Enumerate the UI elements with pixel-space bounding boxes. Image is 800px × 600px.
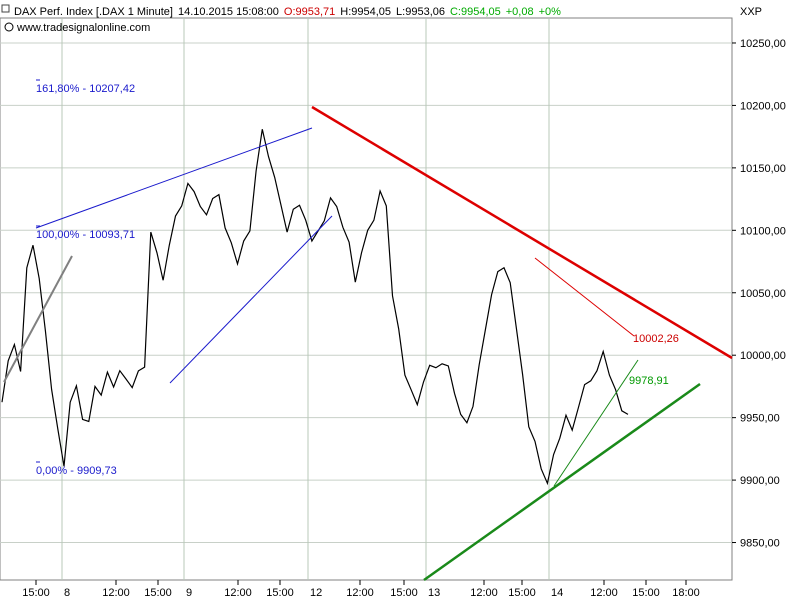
header-field: L:9953,06 xyxy=(396,6,445,18)
price-annotation-red: 10002,26 xyxy=(633,333,679,345)
y-tick-label: 10200,00 xyxy=(740,100,786,112)
x-time-label: 15:00 xyxy=(266,587,294,599)
red-trendline-major[interactable] xyxy=(311,105,733,360)
axis-tag: XXP xyxy=(740,6,762,18)
x-day-label: 14 xyxy=(551,587,563,599)
header-field: +0% xyxy=(539,6,562,18)
y-tick-label: 10100,00 xyxy=(740,225,786,237)
green-trendline-minor[interactable] xyxy=(553,359,639,487)
fib-level-label: 161,80% - 10207,42 xyxy=(36,83,135,95)
x-time-label: 15:00 xyxy=(508,587,536,599)
header-field: 14.10.2015 15:08:00 xyxy=(178,6,279,18)
fib-level-label: 100,00% - 10093,71 xyxy=(36,229,135,241)
plot-frame xyxy=(0,17,733,581)
header-field: +0,08 xyxy=(506,6,534,18)
x-time-label: 12:00 xyxy=(102,587,130,599)
x-time-label: 15:00 xyxy=(22,587,50,599)
x-day-label: 8 xyxy=(64,587,70,599)
x-time-label: 18:00 xyxy=(672,587,700,599)
y-tick-label: 10150,00 xyxy=(740,163,786,175)
header-field: H:9954,05 xyxy=(340,6,391,18)
y-tick-label: 10000,00 xyxy=(740,350,786,362)
y-tick-label: 10250,00 xyxy=(740,38,786,50)
price-series-line[interactable] xyxy=(1,129,629,486)
x-time-label: 12:00 xyxy=(470,587,498,599)
price-annotation-green: 9978,91 xyxy=(629,375,669,387)
y-tick-label: 9900,00 xyxy=(740,475,780,487)
x-time-label: 12:00 xyxy=(590,587,618,599)
red-trendline-minor[interactable] xyxy=(534,257,635,337)
window-menu-icon[interactable] xyxy=(1,4,10,13)
blue-trendline-lower[interactable] xyxy=(169,215,333,384)
y-tick-label: 9850,00 xyxy=(740,538,780,550)
x-time-label: 15:00 xyxy=(632,587,660,599)
header-field: DAX Perf. Index [.DAX 1 Minute] xyxy=(14,6,173,18)
x-time-label: 12:00 xyxy=(346,587,374,599)
grey-trendline[interactable] xyxy=(3,255,73,383)
x-day-label: 13 xyxy=(428,587,440,599)
header-field: C:9954,05 xyxy=(450,6,501,18)
watermark: www.tradesignalonline.com xyxy=(16,22,150,34)
x-day-label: 12 xyxy=(310,587,322,599)
x-time-label: 15:00 xyxy=(144,587,172,599)
y-tick-label: 10050,00 xyxy=(740,288,786,300)
x-day-label: 9 xyxy=(186,587,192,599)
x-time-label: 15:00 xyxy=(390,587,418,599)
copyright-icon xyxy=(4,22,14,32)
y-tick-label: 9950,00 xyxy=(740,413,780,425)
blue-trendline-upper[interactable] xyxy=(35,127,313,229)
green-trendline-major[interactable] xyxy=(423,382,701,582)
header-field: O:9953,71 xyxy=(284,6,335,18)
x-time-label: 12:00 xyxy=(224,587,252,599)
fib-level-label: 0,00% - 9909,73 xyxy=(36,465,117,477)
